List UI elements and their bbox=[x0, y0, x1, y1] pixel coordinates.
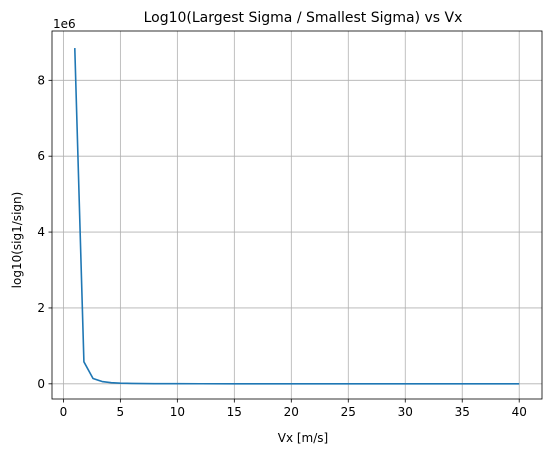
series bbox=[73, 48, 520, 385]
y-offset-label: 1e6 bbox=[53, 17, 76, 31]
ticks: 0 5 10 15 20 25 30 35 40 0 2 4 6 8 bbox=[37, 73, 526, 419]
x-tick-label: 30 bbox=[398, 405, 413, 419]
series-line-ratio bbox=[73, 48, 520, 385]
y-tick-label: 6 bbox=[37, 149, 45, 163]
plot-frame bbox=[51, 30, 543, 400]
y-axis-label: log10(sig1/sign) bbox=[10, 192, 24, 289]
x-tick-label: 25 bbox=[341, 405, 356, 419]
y-tick-label: 4 bbox=[37, 225, 45, 239]
y-tick-label: 2 bbox=[37, 301, 45, 315]
x-tick-label: 15 bbox=[227, 405, 242, 419]
chart-title: Log10(Largest Sigma / Smallest Sigma) vs… bbox=[144, 10, 463, 26]
x-axis-label: Vx [m/s] bbox=[278, 431, 328, 445]
y-tick-label: 8 bbox=[37, 73, 45, 87]
y-tick-label: 0 bbox=[37, 377, 45, 391]
x-tick-label: 35 bbox=[455, 405, 470, 419]
grid bbox=[52, 31, 542, 399]
x-tick-label: 40 bbox=[512, 405, 527, 419]
x-tick-label: 0 bbox=[60, 405, 68, 419]
x-tick-label: 20 bbox=[284, 405, 299, 419]
x-tick-label: 10 bbox=[170, 405, 185, 419]
x-tick-label: 5 bbox=[117, 405, 125, 419]
